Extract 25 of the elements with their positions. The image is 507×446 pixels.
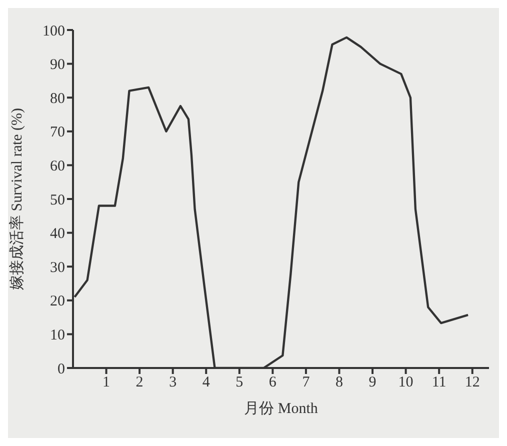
x-tick-label: 5 bbox=[236, 374, 244, 391]
y-tick-label: 30 bbox=[50, 260, 65, 276]
x-tick-label: 4 bbox=[202, 374, 210, 391]
x-tick-label: 12 bbox=[464, 374, 480, 391]
x-tick-label: 8 bbox=[335, 374, 343, 391]
x-tick-label: 11 bbox=[432, 374, 446, 391]
x-axis-title: 月份 Month bbox=[244, 401, 318, 417]
y-tick-label: 70 bbox=[50, 124, 65, 141]
y-tick-label: 0 bbox=[58, 361, 65, 378]
y-tick-label: 60 bbox=[50, 158, 65, 175]
y-tick-label: 20 bbox=[50, 294, 65, 310]
y-tick-label: 50 bbox=[50, 192, 65, 208]
x-tick-label: 7 bbox=[302, 374, 310, 391]
y-tick-label: 90 bbox=[50, 57, 65, 74]
x-tick-label: 1 bbox=[102, 374, 110, 391]
x-tick-label: 9 bbox=[368, 374, 376, 391]
x-tick-label: 6 bbox=[268, 374, 277, 391]
x-tick-label: 3 bbox=[169, 374, 177, 391]
x-tick-label: 2 bbox=[136, 374, 144, 391]
y-tick-label: 10 bbox=[50, 328, 65, 344]
y-axis-title: 嫁接成活率 Survival rate (%) bbox=[8, 108, 26, 290]
y-tick-label: 100 bbox=[42, 23, 65, 40]
y-tick-label: 40 bbox=[50, 226, 65, 242]
x-tick-label: 10 bbox=[398, 374, 414, 391]
y-tick-label: 80 bbox=[50, 90, 65, 107]
